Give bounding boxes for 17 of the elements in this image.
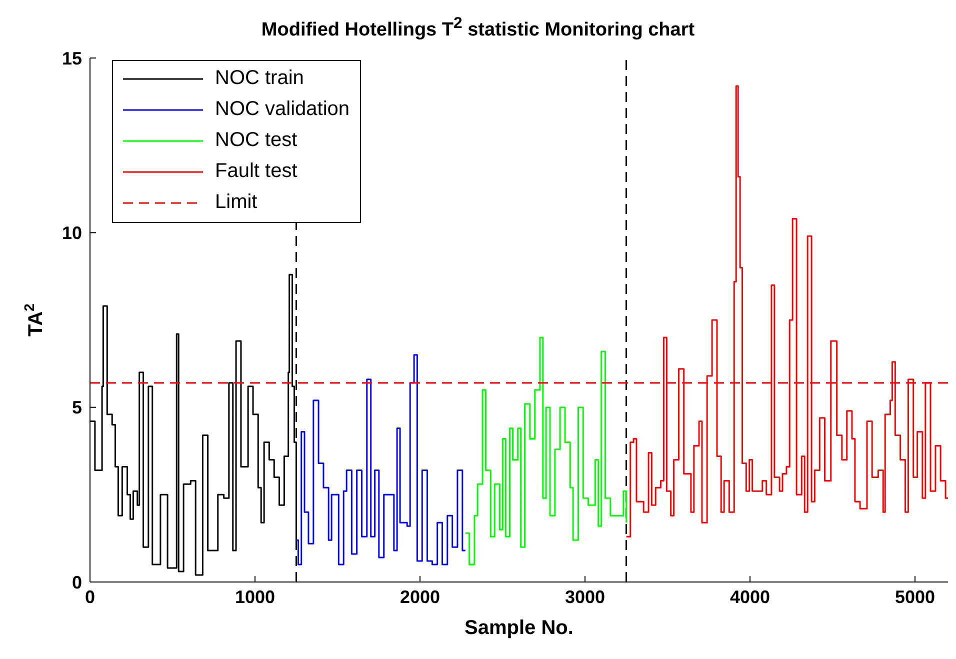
x-tick-label: 0 [84,586,96,607]
chart-title: Modified Hotellings T$^{2}$ statistic Monitoring chart [260,14,696,40]
y-tick-label: 10 [62,223,82,244]
x-tick-label: 5000 [894,586,936,607]
x-tick-label: 3000 [564,586,606,607]
y-tick-label: 5 [72,398,82,418]
x-axis-title: Sample No. [464,617,574,639]
y-tick-label: 0 [72,572,82,592]
x-tick-label: 2000 [400,586,440,607]
x-tick-label: 1000 [234,586,276,607]
legend-label: Fault test [215,159,298,184]
legend-label: Limit [215,190,258,215]
x-tick-label: 4000 [730,586,770,607]
legend-label: NOC train [215,66,304,91]
legend-label: NOC validation [215,97,350,122]
legend-label: NOC test [215,128,298,153]
y-tick-label: 15 [62,48,82,68]
